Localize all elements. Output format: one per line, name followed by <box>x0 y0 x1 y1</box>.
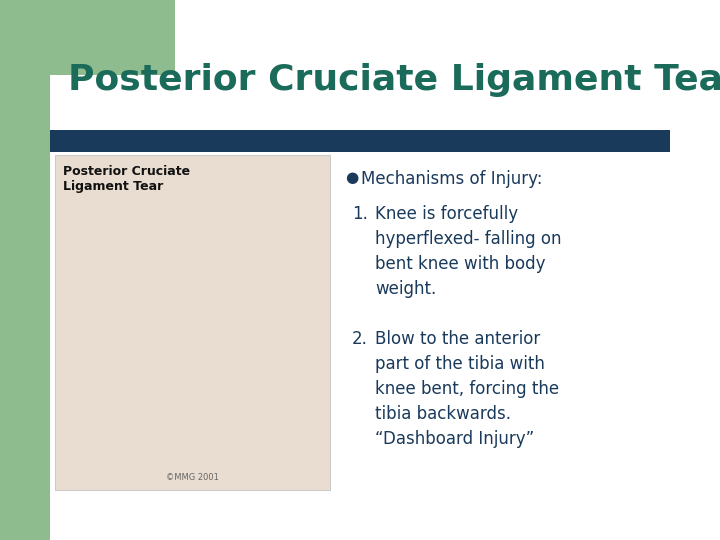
Bar <box>50 130 670 152</box>
Bar <box>55 155 330 490</box>
Text: Mechanisms of Injury:: Mechanisms of Injury: <box>361 170 542 188</box>
Text: Knee is forcefully
hyperflexed- falling on
bent knee with body
weight.: Knee is forcefully hyperflexed- falling … <box>375 205 562 298</box>
Bar <box>0 0 50 540</box>
Text: 1.: 1. <box>352 205 368 223</box>
Bar <box>175 0 720 75</box>
Text: Blow to the anterior
part of the tibia with
knee bent, forcing the
tibia backwar: Blow to the anterior part of the tibia w… <box>375 330 559 448</box>
Text: Posterior Cruciate Ligament Tear: Posterior Cruciate Ligament Tear <box>68 63 720 97</box>
Text: ●: ● <box>345 170 359 185</box>
Bar <box>0 0 175 75</box>
Text: 2.: 2. <box>352 330 368 348</box>
Text: Posterior Cruciate
Ligament Tear: Posterior Cruciate Ligament Tear <box>63 165 190 193</box>
Bar <box>50 75 720 540</box>
Text: ©MMG 2001: ©MMG 2001 <box>166 473 219 482</box>
